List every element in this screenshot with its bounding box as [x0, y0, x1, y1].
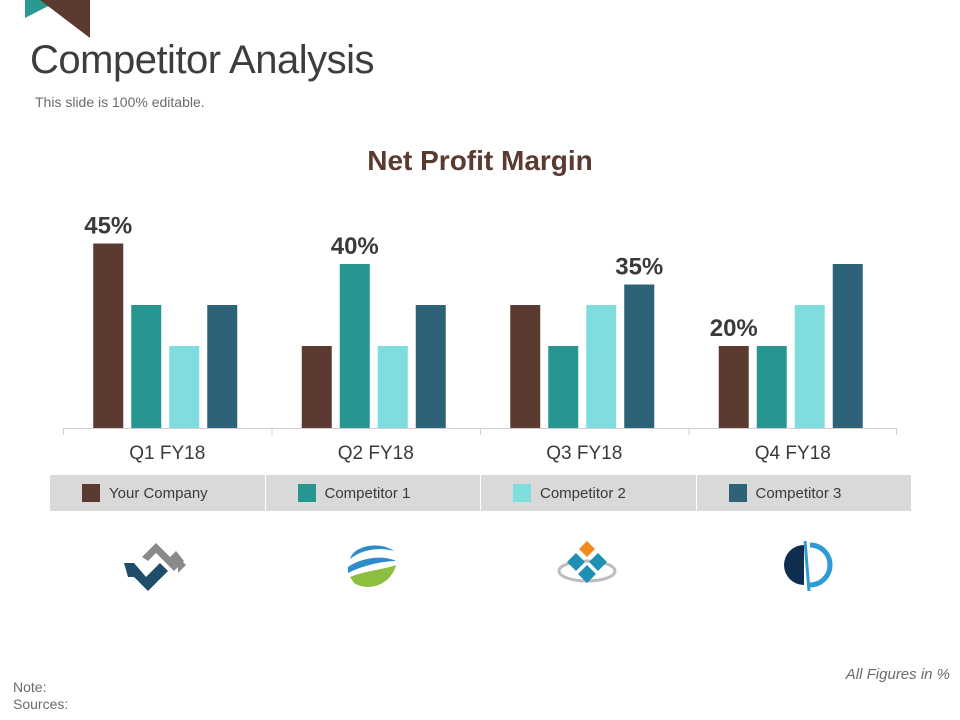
x-tick-label: Q3 FY18 [546, 443, 622, 464]
x-tick-label: Q1 FY18 [129, 443, 205, 464]
legend-item-competitor-3: Competitor 3 [697, 475, 912, 511]
data-label: 20% [710, 315, 758, 342]
bar-competitor-1-q4-fy18 [756, 346, 787, 428]
data-label: 45% [84, 213, 132, 240]
page-subtitle: This slide is 100% editable. [35, 94, 205, 110]
footer-note: Note: Sources: [13, 679, 68, 713]
legend-swatch [297, 484, 316, 502]
legend-label: Your Company [109, 484, 208, 502]
corner-ribbon-decoration [25, 0, 90, 38]
chart-legend: Your Company Competitor 1 Competitor 2 C… [50, 475, 911, 511]
legend-swatch [728, 484, 747, 502]
chart-title: Net Profit Margin [367, 145, 593, 176]
legend-label: Competitor 1 [324, 484, 411, 502]
legend-swatch [82, 484, 100, 502]
legend-item-competitor-2: Competitor 2 [481, 475, 697, 511]
bar-competitor-2-q1-fy18 [169, 346, 200, 428]
bar-competitor-1-q3-fy18 [548, 346, 579, 428]
bar-your-company-q2-fy18 [301, 346, 332, 428]
arrows-logo-icon [124, 543, 186, 591]
note-label: Note: [13, 679, 47, 695]
sources-label: Sources: [13, 696, 69, 712]
bar-competitor-1-q1-fy18 [131, 305, 162, 428]
legend-label: Competitor 2 [540, 484, 626, 502]
legend-item-competitor-1: Competitor 1 [266, 475, 481, 511]
bar-competitor-3-q4-fy18 [832, 264, 863, 428]
bar-competitor-3-q2-fy18 [415, 305, 446, 428]
bar-your-company-q3-fy18 [510, 305, 541, 428]
data-label: 40% [331, 233, 379, 260]
bar-competitor-2-q4-fy18 [794, 305, 825, 428]
diamond-tiles-logo-icon [557, 541, 617, 583]
legend-swatch [513, 484, 531, 502]
figures-note: All Figures in % [845, 666, 950, 683]
bar-competitor-3-q1-fy18 [207, 305, 238, 428]
swoosh-globe-logo-icon [348, 545, 396, 587]
x-tick-label: Q4 FY18 [755, 443, 831, 464]
bar-competitor-2-q3-fy18 [586, 305, 617, 428]
bar-chart: 45% Q1 FY18 40% Q2 FY18 35% Q3 FY18 20% Q4 FY18 [63, 213, 897, 464]
bar-your-company-q4-fy18 [718, 346, 749, 428]
legend-item-your-company: Your Company [50, 475, 266, 511]
bar-competitor-2-q2-fy18 [377, 346, 408, 428]
split-circle-logo-icon [784, 540, 833, 592]
bar-competitor-1-q2-fy18 [339, 264, 370, 428]
bar-your-company-q1-fy18 [93, 243, 124, 428]
x-tick-label: Q2 FY18 [338, 443, 414, 464]
data-label: 35% [615, 254, 663, 281]
page-title: Competitor Analysis [30, 38, 374, 82]
bar-competitor-3-q3-fy18 [624, 284, 655, 428]
legend-label: Competitor 3 [755, 484, 842, 502]
